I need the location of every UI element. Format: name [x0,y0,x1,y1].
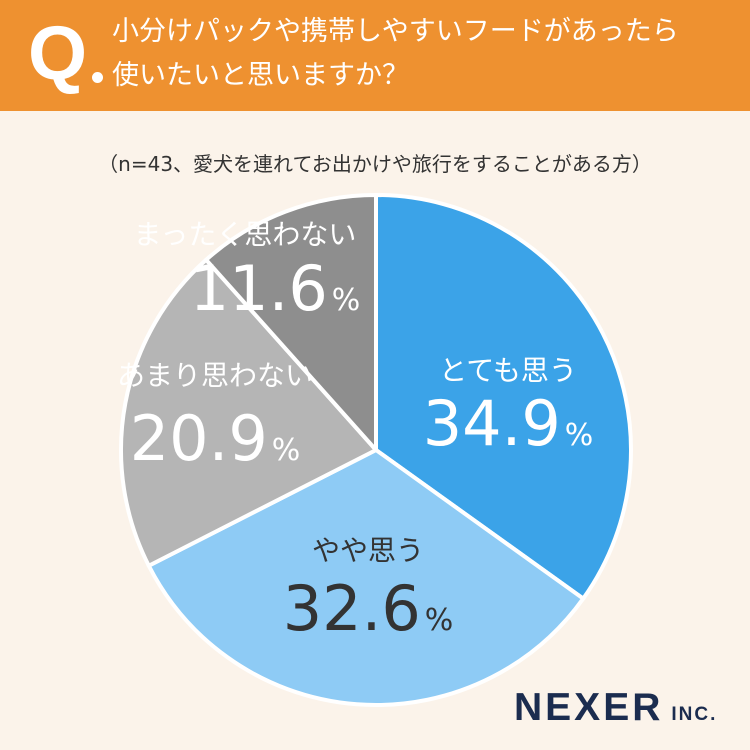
q-mark: Q [28,11,88,96]
slice-value-3: 20.9% [130,402,301,475]
company-logo: NEXER INC. [514,686,717,730]
slice-value-1: 34.9% [423,387,594,460]
slice-label-2: やや思う [312,534,424,567]
slice-label-1: とても思う [439,354,577,387]
question-text: 小分けパックや携帯しやすいフードがあったら 使いたいと思いますか？ [112,10,732,98]
pie-slice-3 [119,257,378,568]
logo-suffix: INC. [671,704,718,725]
slice-value-4: 11.6% [190,252,361,325]
slice-label-3: あまり思わない [117,359,313,392]
slice-value-2: 32.6% [283,572,454,645]
question-line-1: 小分けパックや携帯しやすいフードがあったら [112,16,679,47]
question-line-2: 使いたいと思いますか？ [112,60,409,91]
pie-slice-4 [204,193,378,452]
slice-label-4: まったく思わない [134,218,357,251]
pie-slice-1 [374,193,633,601]
logo-name: NEXER [514,686,664,729]
pie-slices [119,193,633,707]
question-header: Q 小分けパックや携帯しやすいフードがあったら 使いたいと思いますか？ [0,0,750,111]
pie-slice-2 [146,448,586,707]
q-dot-decoration [92,72,103,83]
sample-note: （n=43、愛犬を連れてお出かけや旅行をすることがある方） [98,152,652,176]
